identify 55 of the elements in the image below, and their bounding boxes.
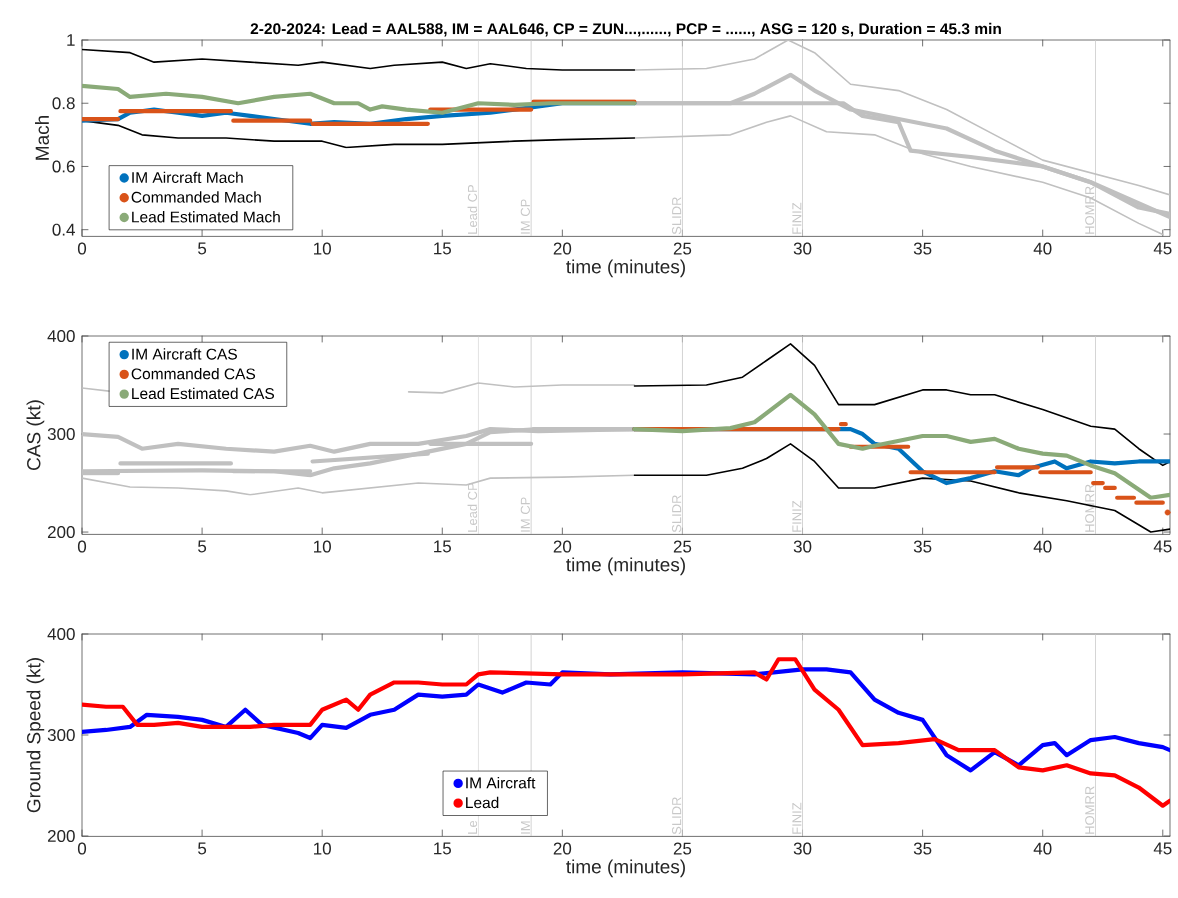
legend-label: Lead Estimated CAS bbox=[132, 387, 275, 400]
y-tick-label: 0.6 bbox=[52, 160, 75, 173]
x-tick-label: 45 bbox=[1153, 242, 1172, 255]
x-tick-label: 30 bbox=[793, 540, 812, 553]
x-axis-title: time (minutes) bbox=[566, 859, 685, 878]
legend-label: IM Aircraft Mach bbox=[132, 171, 243, 184]
y-tick-label: 0.4 bbox=[52, 223, 75, 236]
y-tick-label: 400 bbox=[47, 329, 75, 343]
x-tick-label: 35 bbox=[913, 842, 932, 855]
x-tick-label: 30 bbox=[793, 842, 812, 855]
x-tick-label: 40 bbox=[1033, 242, 1052, 255]
x-tick-label: 0 bbox=[77, 842, 87, 855]
x-tick-label: 10 bbox=[314, 242, 331, 255]
x-tick-label: 5 bbox=[198, 540, 207, 553]
x-tick-label: 40 bbox=[1033, 540, 1052, 553]
x-tick-label: 45 bbox=[1153, 540, 1172, 553]
x-tick-label: 25 bbox=[673, 242, 692, 255]
x-tick-label: 20 bbox=[553, 540, 572, 553]
y-tick-label: 400 bbox=[47, 627, 75, 641]
x-tick-label: 35 bbox=[913, 242, 932, 255]
x-tick-label: 10 bbox=[314, 540, 331, 553]
x-tick-label: 15 bbox=[434, 540, 451, 553]
y-tick-label: 200 bbox=[47, 829, 75, 843]
x-axis-title: time (minutes) bbox=[566, 557, 685, 576]
legend-label: Lead bbox=[466, 796, 499, 809]
x-tick-label: 20 bbox=[553, 842, 572, 855]
x-tick-label: 40 bbox=[1033, 842, 1052, 855]
x-tick-label: 0 bbox=[77, 540, 87, 553]
x-tick-label: 45 bbox=[1153, 842, 1172, 855]
chart-title: 2-20-2024: Lead = AAL588, IM = AAL646, CP = ZUN...,......, PCP = ......, ASG = 120 s, Duration = 45.3 min bbox=[250, 22, 1001, 37]
y-axis-title: CAS (kt) bbox=[26, 400, 45, 470]
x-axis-title: time (minutes) bbox=[566, 259, 685, 278]
y-axis-title: Mach bbox=[35, 116, 49, 160]
x-tick-label: 20 bbox=[553, 242, 572, 255]
x-tick-label: 35 bbox=[913, 540, 932, 553]
x-tick-label: 30 bbox=[793, 242, 812, 255]
x-tick-label: 25 bbox=[673, 842, 692, 855]
y-tick-label: 200 bbox=[47, 526, 75, 539]
y-tick-label: 1 bbox=[67, 34, 75, 46]
x-tick-label: 15 bbox=[434, 842, 451, 855]
y-tick-label: 0.8 bbox=[52, 97, 75, 110]
x-tick-label: 0 bbox=[77, 242, 87, 255]
legend-label: IM Aircraft CAS bbox=[132, 348, 237, 360]
x-tick-label: 15 bbox=[434, 242, 451, 255]
legend-label: Commanded CAS bbox=[131, 367, 256, 380]
y-tick-label: 300 bbox=[47, 728, 75, 742]
y-tick-label: 300 bbox=[47, 428, 75, 441]
x-tick-label: 25 bbox=[673, 540, 692, 553]
legend-label: IM Aircraft bbox=[466, 777, 536, 789]
legend-label: Commanded Mach bbox=[131, 191, 261, 203]
x-tick-label: 10 bbox=[314, 842, 331, 855]
legend-label: Lead Estimated Mach bbox=[132, 211, 280, 223]
x-tick-label: 5 bbox=[198, 242, 207, 255]
y-axis-title: Ground Speed (kt) bbox=[26, 658, 45, 813]
x-tick-label: 5 bbox=[198, 842, 207, 855]
